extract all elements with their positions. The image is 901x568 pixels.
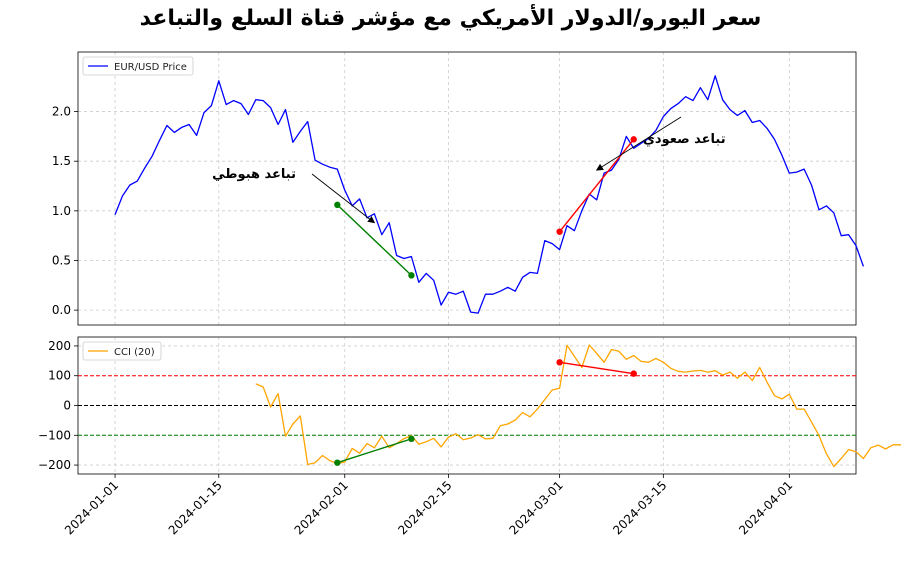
bearish-divergence-line bbox=[336, 204, 412, 276]
x-tick-label: 2024-01-15 bbox=[166, 478, 225, 537]
price-line bbox=[114, 75, 865, 314]
y-tick-label: 100 bbox=[48, 369, 71, 383]
bearish-divergence-point bbox=[334, 459, 341, 466]
x-tick-label: 2024-04-01 bbox=[736, 478, 795, 537]
shared-x-axis: 2024-01-01 2024-01-15 2024-02-01 2024-02-15… bbox=[62, 474, 795, 537]
x-tick-label: 2024-02-15 bbox=[395, 478, 454, 537]
x-tick-label: 2024-03-15 bbox=[610, 478, 669, 537]
y-tick-label: −100 bbox=[38, 428, 71, 442]
bearish-divergence-point bbox=[334, 201, 341, 209]
bullish-divergence-line bbox=[559, 361, 634, 375]
annotation-label: تباعد هبوطي bbox=[212, 167, 296, 182]
y-tick-label: 0 bbox=[63, 399, 71, 413]
chart-title: سعر اليورو/الدولار الأمريكي مع مؤشر قناة… bbox=[139, 6, 762, 31]
bearish-divergence-point bbox=[408, 435, 415, 443]
bullish-divergence-point bbox=[556, 228, 563, 235]
y-tick-label: 0.5 bbox=[52, 253, 71, 267]
cci-line bbox=[255, 344, 901, 468]
legend-box bbox=[82, 56, 194, 76]
y-tick-label: 1.5 bbox=[52, 154, 71, 168]
legend-label: EUR/USD Price bbox=[114, 62, 187, 73]
legend-box bbox=[82, 341, 162, 361]
y-tick-label: 1.0 bbox=[52, 204, 71, 218]
y-tick-label: 200 bbox=[48, 339, 71, 353]
bullish-divergence-point bbox=[556, 359, 563, 366]
x-tick-label: 2024-01-01 bbox=[62, 478, 121, 537]
plot-frame bbox=[77, 51, 857, 326]
annotation-label: تباعد صعودي bbox=[643, 132, 726, 147]
legend: EUR/USD Price bbox=[82, 56, 194, 76]
annotation-arrow bbox=[595, 116, 682, 171]
cci-panel: −200 −100 0 100 200 CCI (20) bbox=[38, 336, 901, 475]
bullish-divergence-line bbox=[559, 138, 635, 233]
x-tick-label: 2024-03-01 bbox=[507, 478, 566, 537]
x-tick-label: 2024-02-01 bbox=[292, 478, 351, 537]
bullish-divergence-point bbox=[630, 136, 637, 143]
bearish-divergence-point bbox=[408, 272, 415, 279]
bullish-divergence-point bbox=[630, 370, 637, 377]
bearish-divergence-line bbox=[337, 438, 412, 464]
y-tick-label: 2.0 bbox=[52, 105, 71, 119]
y-tick-label: −200 bbox=[38, 458, 71, 472]
legend-label: CCI (20) bbox=[114, 347, 155, 358]
annotation-arrow bbox=[311, 173, 376, 224]
price-panel: 0.0 0.5 1.0 1.5 2.0 EUR/USD Price تباعد هبوطي ت… bbox=[52, 51, 865, 326]
legend: CCI (20) bbox=[82, 341, 162, 361]
y-tick-label: 0.0 bbox=[52, 303, 71, 317]
